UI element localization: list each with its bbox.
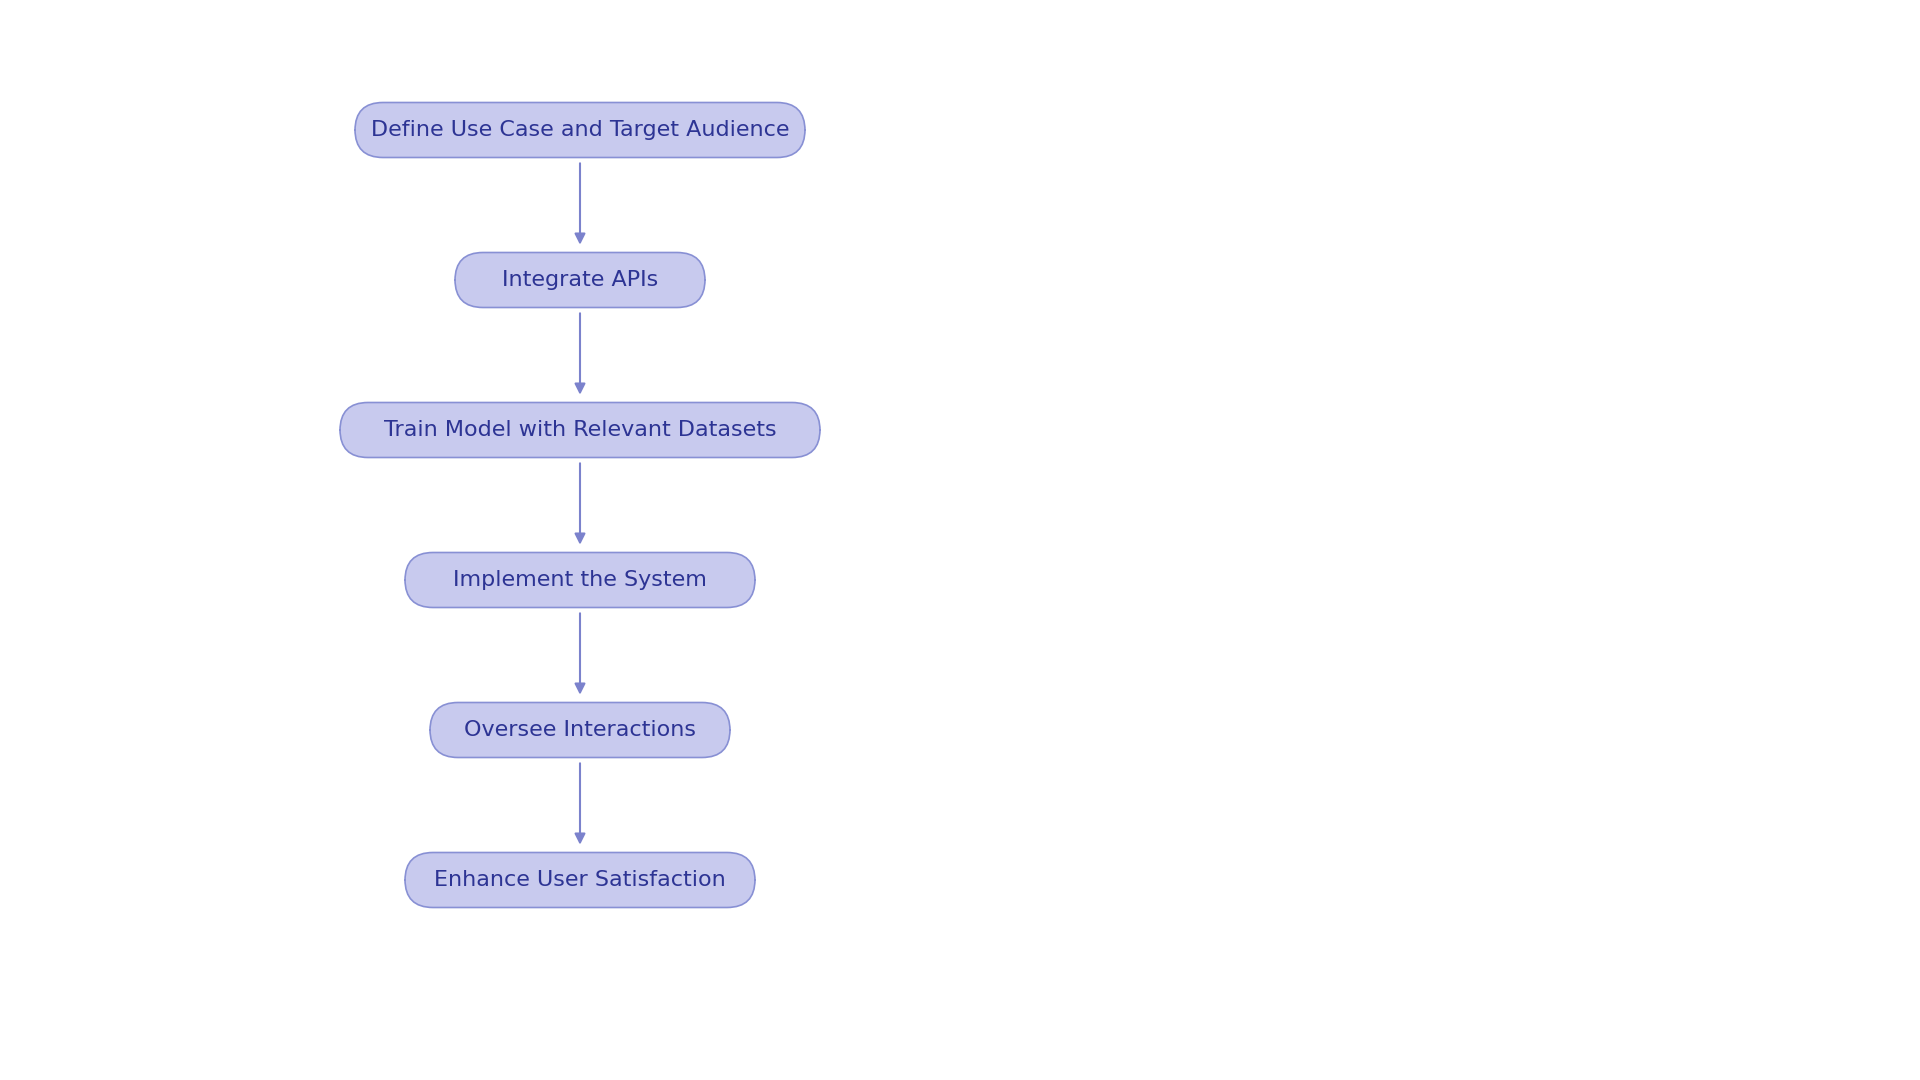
FancyBboxPatch shape bbox=[455, 253, 705, 308]
Text: Train Model with Relevant Datasets: Train Model with Relevant Datasets bbox=[384, 420, 776, 440]
Text: Integrate APIs: Integrate APIs bbox=[501, 270, 659, 291]
FancyBboxPatch shape bbox=[405, 852, 755, 907]
Text: Define Use Case and Target Audience: Define Use Case and Target Audience bbox=[371, 120, 789, 140]
Text: Implement the System: Implement the System bbox=[453, 570, 707, 590]
FancyBboxPatch shape bbox=[405, 553, 755, 607]
Text: Oversee Interactions: Oversee Interactions bbox=[465, 720, 695, 740]
FancyBboxPatch shape bbox=[355, 103, 804, 158]
FancyBboxPatch shape bbox=[340, 403, 820, 458]
Text: Enhance User Satisfaction: Enhance User Satisfaction bbox=[434, 870, 726, 890]
FancyBboxPatch shape bbox=[430, 702, 730, 757]
